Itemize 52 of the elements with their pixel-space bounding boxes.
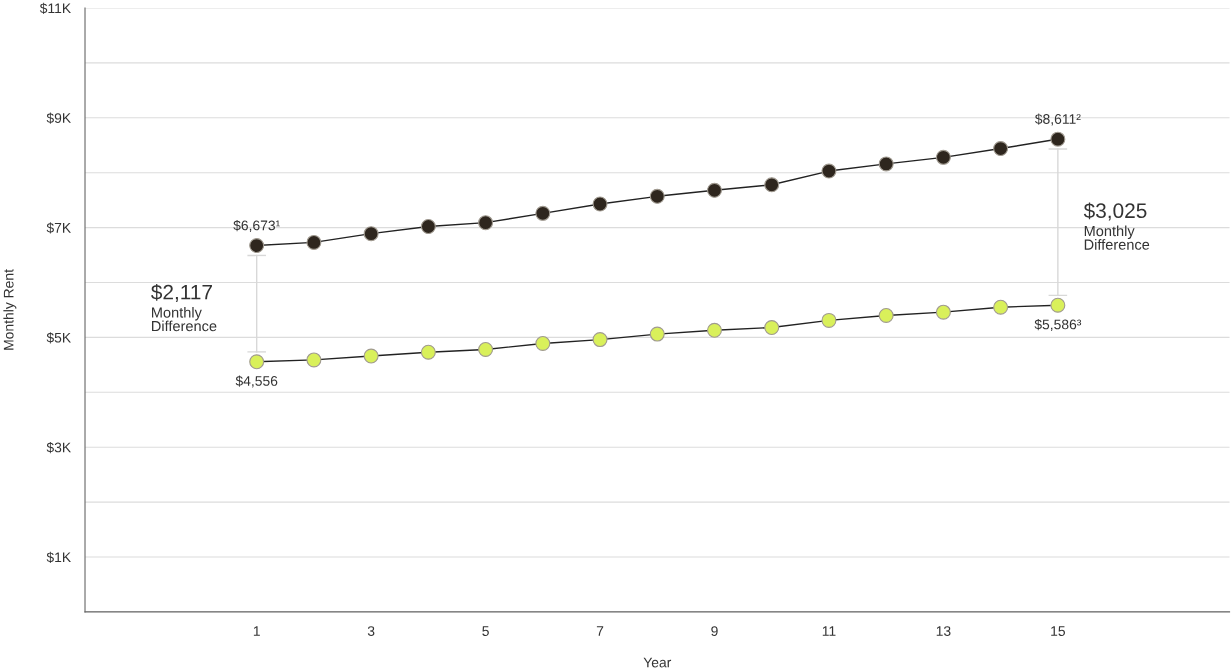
point xyxy=(764,177,780,193)
point xyxy=(478,341,494,357)
annotation: $3,025 Monthly Difference xyxy=(1083,202,1150,250)
point xyxy=(592,332,608,348)
point xyxy=(1050,131,1066,147)
point xyxy=(764,320,780,336)
data-label: $4,556 xyxy=(235,375,278,388)
data-label: $5,586³ xyxy=(1034,318,1082,331)
point xyxy=(706,182,722,198)
point xyxy=(649,188,665,204)
point xyxy=(1050,297,1066,313)
x-tick-label: 5 xyxy=(482,626,489,636)
annotation: $2,117 Monthly Difference xyxy=(151,283,217,332)
point xyxy=(420,219,436,235)
point xyxy=(420,344,436,360)
point xyxy=(821,312,837,328)
x-tick-label: 7 xyxy=(596,626,604,636)
x-axis-title: Year xyxy=(643,657,672,668)
point xyxy=(249,238,265,254)
point xyxy=(363,226,379,242)
y-tick-label: $5K xyxy=(46,332,71,344)
point xyxy=(993,141,1009,157)
y-axis-title: Monthly Rent xyxy=(3,269,17,350)
x-tick-label: 3 xyxy=(367,626,375,636)
point xyxy=(706,322,722,338)
point xyxy=(535,205,551,221)
y-tick-label: $7K xyxy=(46,222,71,234)
x-tick-label: 1 xyxy=(253,626,260,636)
point xyxy=(306,352,322,368)
point xyxy=(878,156,894,172)
point xyxy=(821,163,837,179)
data-label: $6,673¹ xyxy=(233,219,280,232)
point xyxy=(249,354,265,370)
point xyxy=(878,307,894,323)
y-tick-label: $9K xyxy=(46,112,71,124)
x-tick-label: 15 xyxy=(1051,626,1065,636)
y-tick-label: $3K xyxy=(46,441,71,454)
point xyxy=(935,149,951,165)
y-tick-label: $11K xyxy=(39,2,71,15)
x-tick-label: 11 xyxy=(822,626,836,636)
point xyxy=(993,299,1009,315)
x-tick-label: 13 xyxy=(936,626,951,636)
point xyxy=(935,304,951,320)
point xyxy=(592,196,608,212)
point xyxy=(649,326,665,342)
y-tick-label: $1K xyxy=(46,551,71,563)
data-label: $8,611² xyxy=(1034,113,1081,126)
point xyxy=(306,234,322,250)
point xyxy=(363,348,379,364)
point xyxy=(535,335,551,351)
x-tick-label: 9 xyxy=(711,626,718,636)
point xyxy=(478,215,494,231)
